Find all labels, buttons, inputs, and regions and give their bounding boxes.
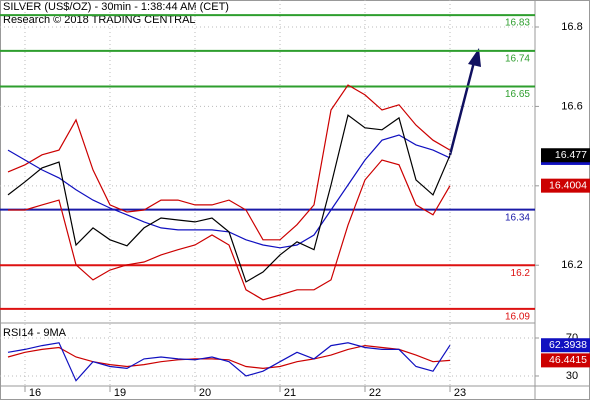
y-tick-label: 16.2	[561, 259, 582, 271]
price-badge-label: 16.4004	[549, 179, 587, 191]
x-tick-label: 20	[199, 387, 211, 399]
series-line	[7, 344, 451, 370]
series-line	[7, 342, 451, 382]
price-badge-label: 46.4415	[549, 354, 587, 366]
x-tick-label: 23	[454, 387, 466, 399]
level-label: 16.65	[505, 89, 530, 100]
price-badge-label: 16.477	[555, 149, 587, 161]
price-badge	[541, 148, 590, 163]
arrow	[448, 61, 476, 156]
y-tick-label: 16.6	[561, 100, 582, 112]
x-tick-label: 16	[29, 387, 41, 399]
chart-subtitle: Research © 2018 TRADING CENTRAL	[3, 14, 196, 26]
chart-title: SILVER (US$/OZ) - 30min - 1:38:44 AM (CE…	[3, 1, 229, 13]
price-badge	[541, 338, 590, 353]
level-label: 16.2	[511, 268, 531, 279]
price-badge	[541, 353, 590, 368]
series-line	[7, 84, 451, 241]
y-tick-label: 16.8	[561, 21, 582, 33]
y-tick-label: 30	[566, 370, 578, 382]
x-tick-label: 22	[369, 387, 381, 399]
price-badge	[541, 178, 590, 193]
arrow-head	[468, 48, 481, 67]
series-line	[7, 114, 451, 283]
price-badge-label: 62.3938	[549, 339, 587, 351]
x-tick-label: 19	[114, 387, 126, 399]
level-label: 16.83	[505, 18, 530, 29]
level-label: 16.74	[505, 53, 530, 64]
series-line	[8, 159, 451, 301]
level-label: 16.34	[505, 212, 530, 223]
x-tick-label: 21	[284, 387, 296, 399]
level-label: 16.09	[505, 312, 530, 323]
panel-title: RSI14 - 9MA	[3, 327, 67, 339]
